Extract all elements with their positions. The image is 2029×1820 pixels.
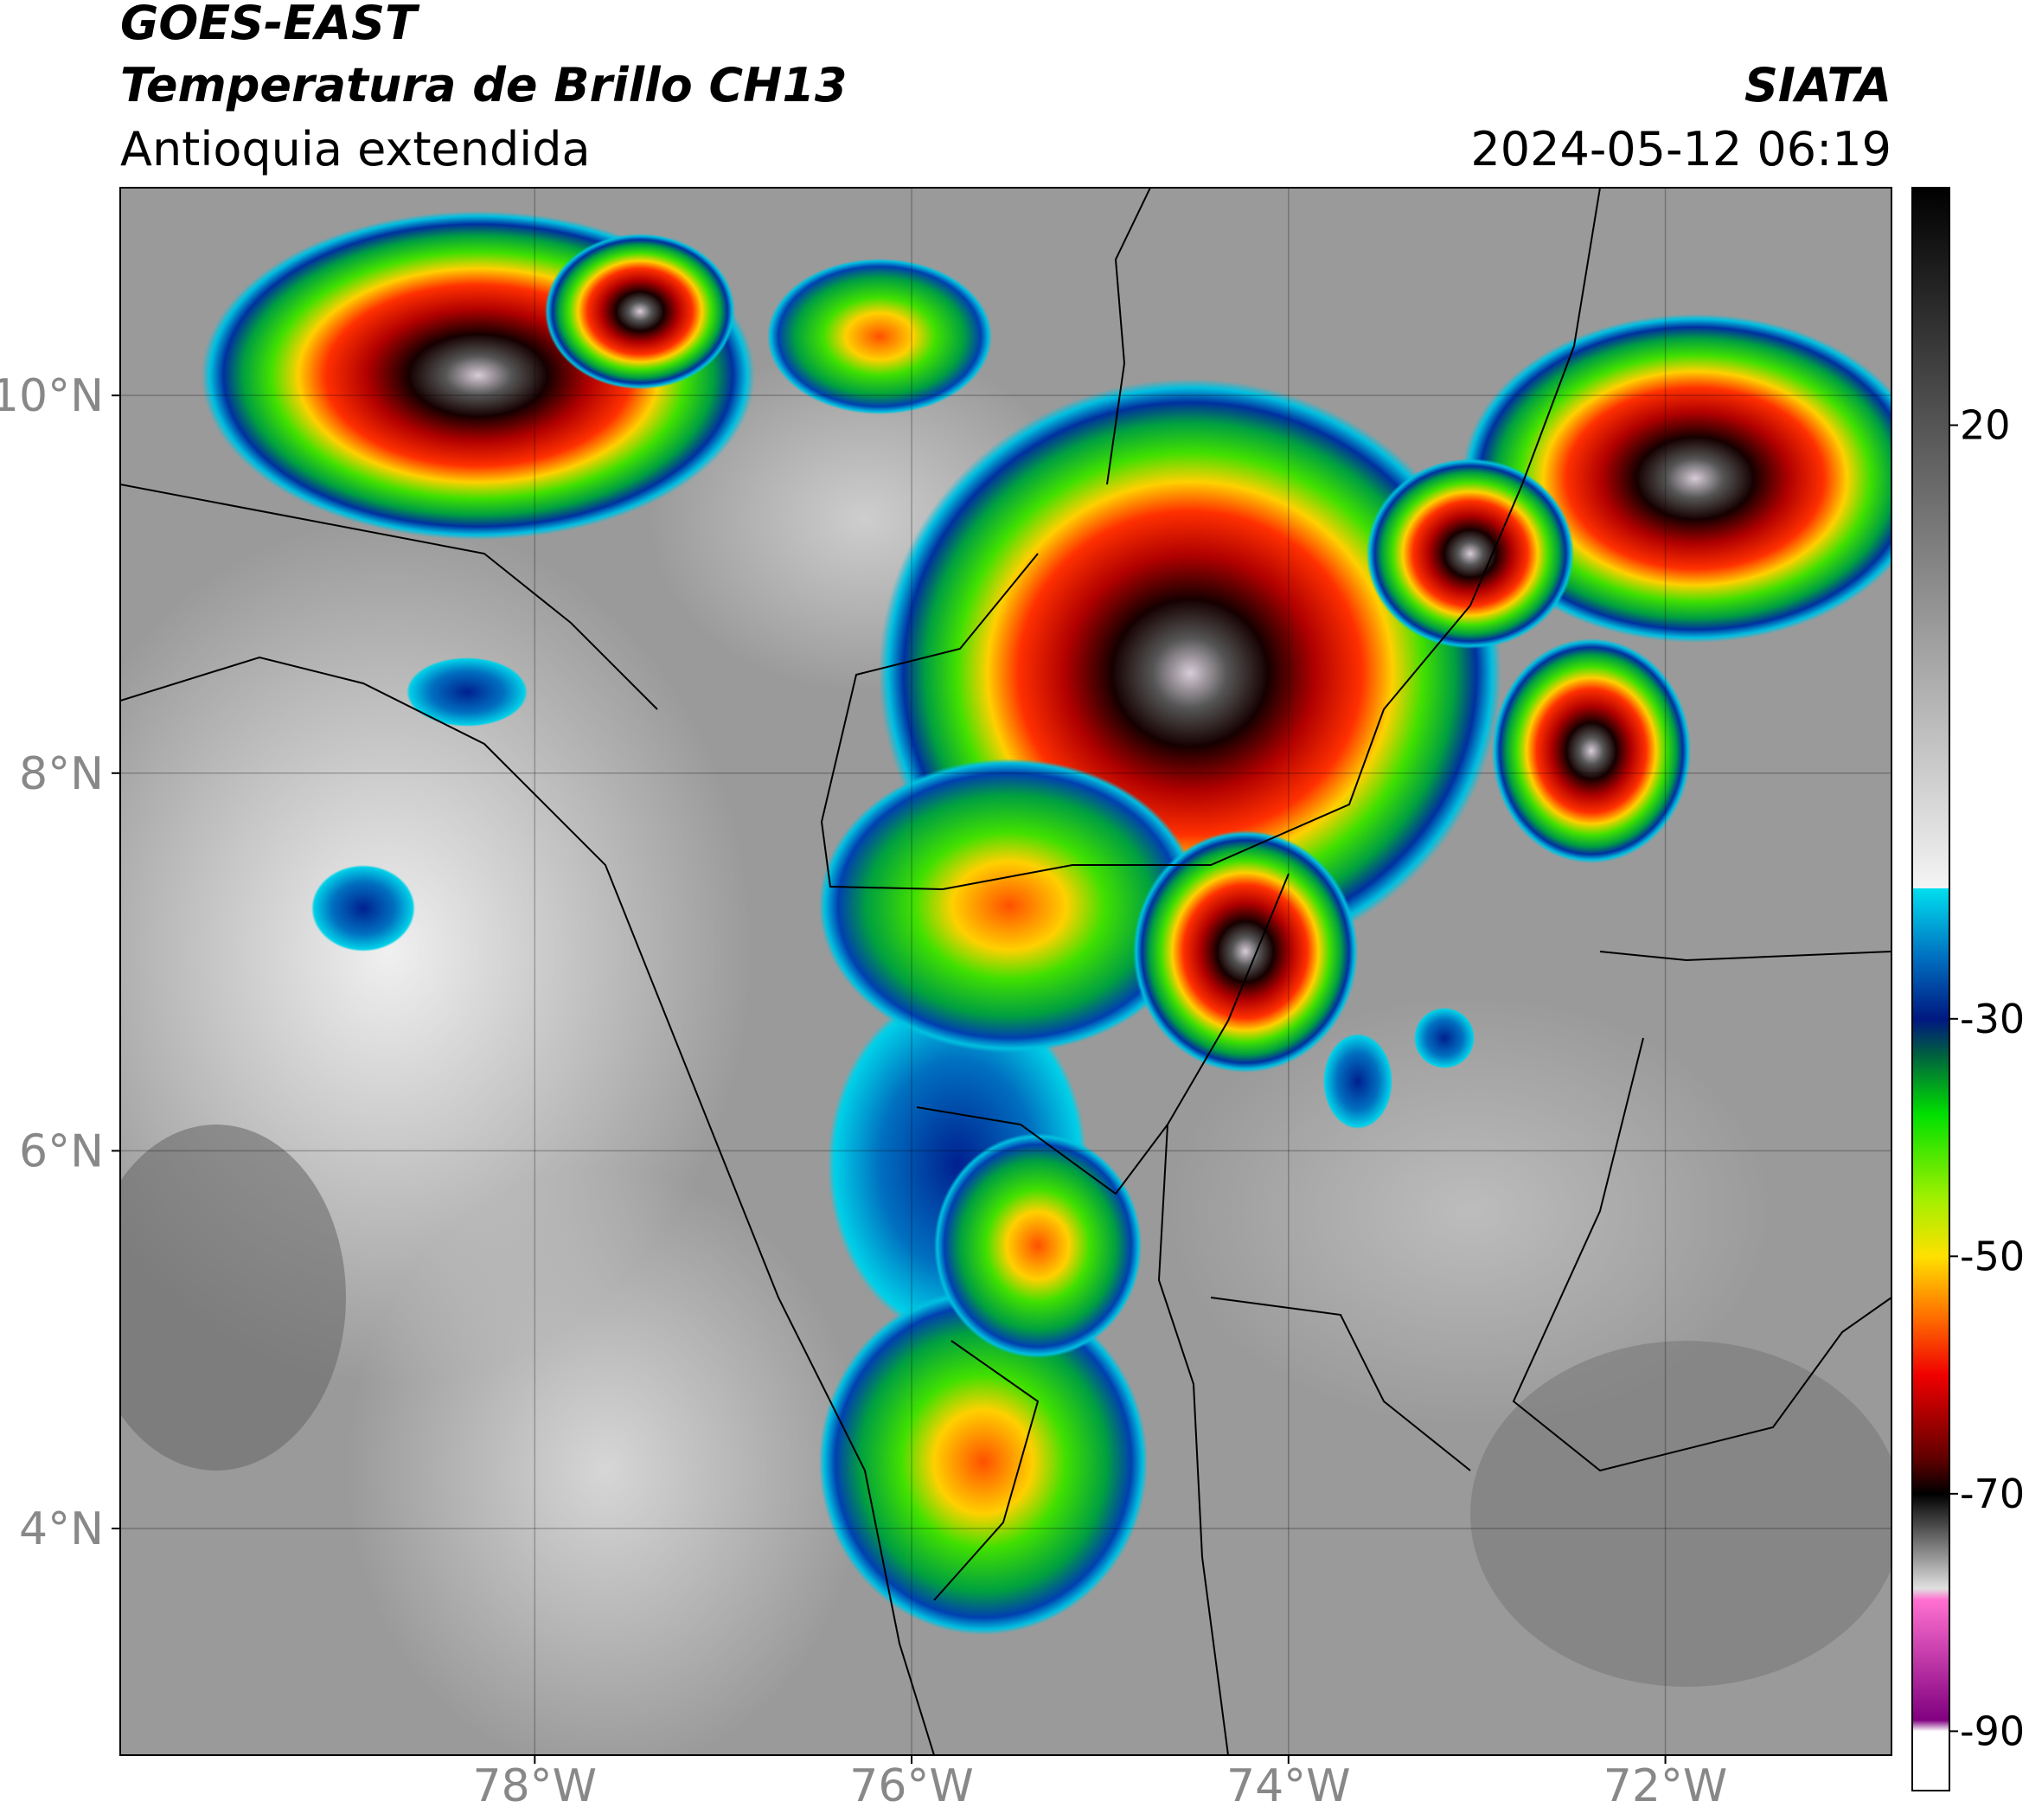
map-frame — [119, 187, 1892, 1756]
lat-tick-label: 6°N — [19, 1125, 104, 1177]
datetime: 2024-05-12 06:19 — [1470, 122, 1891, 176]
lat-tick-label: 4°N — [19, 1503, 104, 1555]
colorbar-tick-label: 20 — [1960, 402, 2011, 449]
satellite-image — [120, 188, 1891, 1755]
agency: SIATA — [1744, 58, 1891, 112]
colorbar — [1911, 187, 1950, 1791]
region-subtitle: Antioquia extendida — [120, 122, 591, 176]
product-title: Temperatura de Brillo CH13 — [120, 58, 848, 112]
satellite-title: GOES-EAST — [120, 0, 420, 50]
colorbar-tick-label: -30 — [1960, 996, 2025, 1042]
lat-tick-label: 10°N — [0, 370, 104, 422]
lat-tick-label: 8°N — [19, 748, 104, 800]
colorbar-tick-label: -70 — [1960, 1471, 2025, 1517]
graticule — [120, 188, 1891, 1755]
lon-tick-label: 78°W — [473, 1760, 598, 1812]
colorbar-tick-label: -50 — [1960, 1233, 2025, 1279]
lon-tick-label: 76°W — [849, 1760, 974, 1812]
colorbar-tick-label: -90 — [1960, 1708, 2025, 1754]
lon-tick-label: 74°W — [1226, 1760, 1351, 1812]
lon-tick-label: 72°W — [1603, 1760, 1728, 1812]
